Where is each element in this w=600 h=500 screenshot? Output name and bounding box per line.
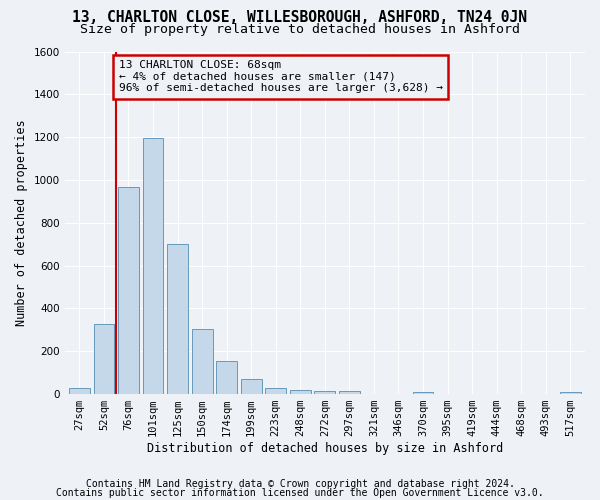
Bar bbox=[94, 324, 115, 394]
Text: 13, CHARLTON CLOSE, WILLESBOROUGH, ASHFORD, TN24 0JN: 13, CHARLTON CLOSE, WILLESBOROUGH, ASHFO… bbox=[73, 10, 527, 25]
Bar bbox=[560, 392, 581, 394]
Bar bbox=[143, 138, 163, 394]
Bar bbox=[167, 244, 188, 394]
Text: Size of property relative to detached houses in Ashford: Size of property relative to detached ho… bbox=[80, 22, 520, 36]
Text: Contains public sector information licensed under the Open Government Licence v3: Contains public sector information licen… bbox=[56, 488, 544, 498]
Bar bbox=[314, 391, 335, 394]
X-axis label: Distribution of detached houses by size in Ashford: Distribution of detached houses by size … bbox=[147, 442, 503, 455]
Bar bbox=[413, 392, 433, 394]
Text: Contains HM Land Registry data © Crown copyright and database right 2024.: Contains HM Land Registry data © Crown c… bbox=[86, 479, 514, 489]
Bar bbox=[191, 329, 212, 394]
Y-axis label: Number of detached properties: Number of detached properties bbox=[15, 120, 28, 326]
Bar bbox=[290, 390, 311, 394]
Bar bbox=[241, 379, 262, 394]
Bar bbox=[69, 388, 90, 394]
Bar bbox=[216, 361, 237, 394]
Bar bbox=[118, 188, 139, 394]
Bar bbox=[265, 388, 286, 394]
Bar bbox=[339, 391, 360, 394]
Text: 13 CHARLTON CLOSE: 68sqm
← 4% of detached houses are smaller (147)
96% of semi-d: 13 CHARLTON CLOSE: 68sqm ← 4% of detache… bbox=[119, 60, 443, 94]
